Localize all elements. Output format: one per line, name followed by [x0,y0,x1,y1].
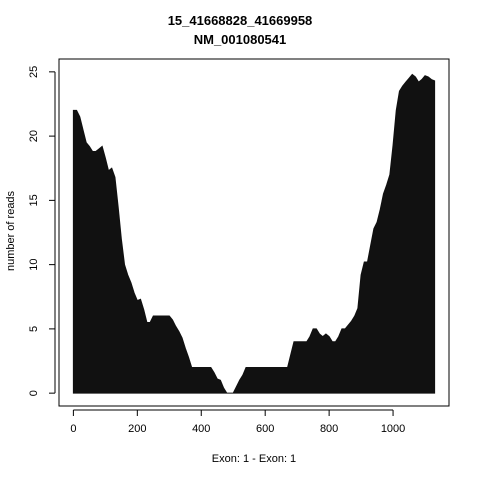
coverage-area [72,73,436,394]
x-tick-label: 1000 [381,423,405,435]
y-axis: 0 5 10 15 20 25 [28,66,56,396]
y-tick-label: 0 [28,390,40,396]
chart-subtitle: NM_001080541 [194,32,287,47]
x-tick-label: 800 [320,423,338,435]
x-axis: 0 200 400 600 800 1000 [70,409,405,435]
x-axis-label: Exon: 1 - Exon: 1 [212,453,296,465]
x-tick-label: 400 [192,423,210,435]
area-layer [72,73,436,394]
x-tick-label: 0 [70,423,76,435]
y-tick-label: 25 [28,66,40,78]
y-axis-label: number of reads [5,190,17,271]
y-tick-label: 20 [28,130,40,142]
chart-title: 15_41668828_41669958 [168,13,313,28]
x-tick-label: 200 [128,423,146,435]
plot-frame [58,58,450,407]
x-tick-label: 600 [256,423,274,435]
y-tick-label: 15 [28,194,40,206]
y-tick-label: 10 [28,259,40,271]
y-tick-label: 5 [28,326,40,332]
